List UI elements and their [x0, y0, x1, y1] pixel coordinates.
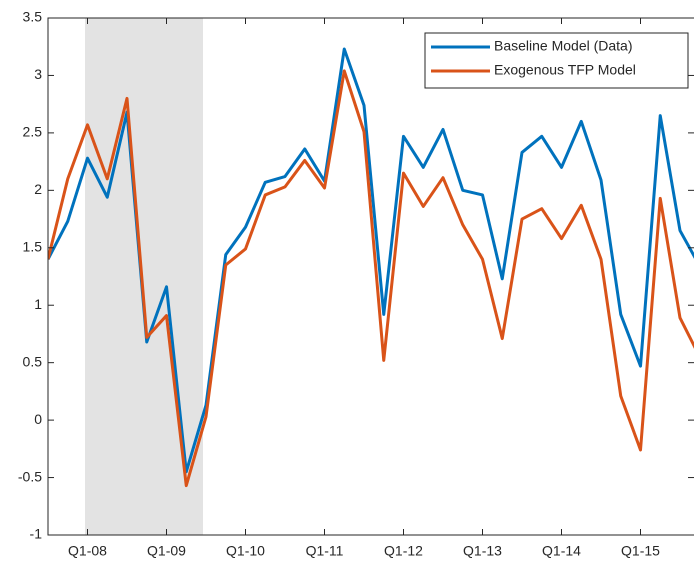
x-tick-label: Q1-12 [384, 543, 423, 559]
y-tick-label: 2 [34, 181, 42, 197]
plot-lines [48, 47, 694, 488]
y-tick-label: 1 [34, 296, 42, 312]
y-tick-label: 3.5 [23, 9, 43, 25]
y-tick-label: 0.5 [23, 353, 43, 369]
y-tick-label: -1 [30, 526, 43, 542]
x-tick-label: Q1-08 [68, 543, 107, 559]
legend-box [424, 32, 689, 89]
axes-frame [47, 17, 694, 536]
y-tick-label: 0 [34, 411, 42, 427]
legend-label: Exogenous TFP Model [494, 62, 636, 78]
x-tick-label: Q1-15 [621, 543, 660, 559]
legend-label: Baseline Model (Data) [494, 38, 633, 54]
x-tick-label: Q1-10 [226, 543, 265, 559]
x-tick-label: Q1-14 [542, 543, 581, 559]
series-line [48, 69, 694, 488]
series-line [48, 47, 694, 474]
y-tick-label: 3 [34, 66, 42, 82]
y-tick-label: -0.5 [18, 468, 42, 484]
x-tick-label: Q1-11 [306, 543, 344, 559]
x-tick-label: Q1-13 [463, 543, 502, 559]
x-tick-label: Q1-09 [147, 543, 186, 559]
y-tick-label: 1.5 [23, 238, 43, 254]
y-tick-label: 2.5 [23, 124, 43, 140]
